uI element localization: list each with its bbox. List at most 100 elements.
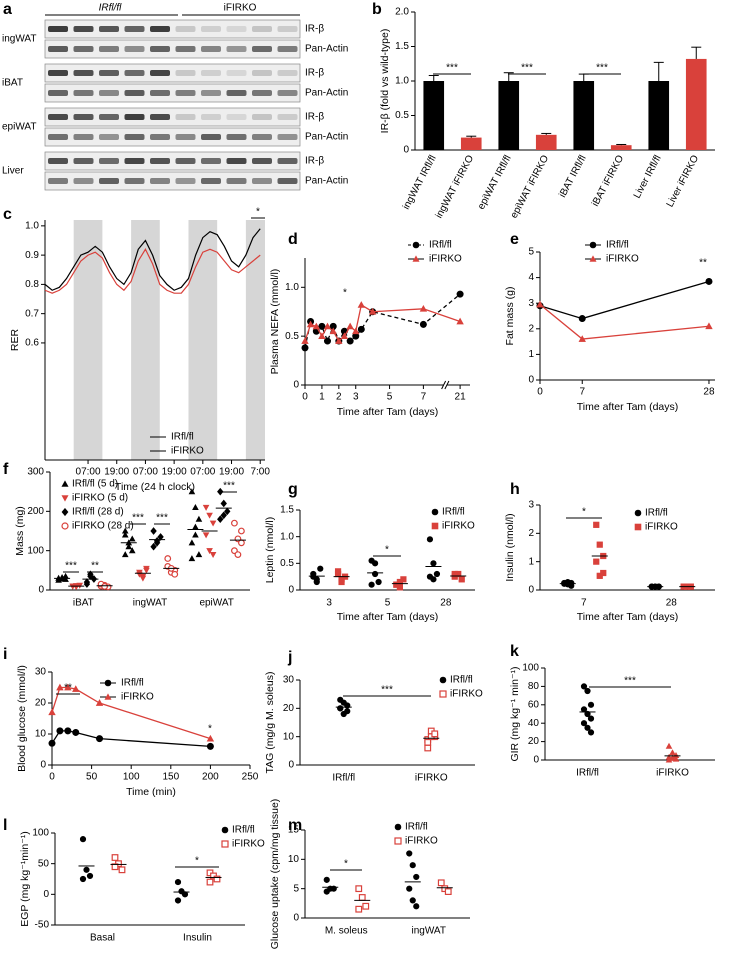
- marker: [157, 533, 164, 541]
- blot-band: [252, 178, 272, 184]
- blot-band: [175, 90, 196, 96]
- marker: [437, 879, 445, 887]
- x-tick-label: iBAT: [73, 598, 94, 609]
- marker: [589, 255, 597, 262]
- x-tick-label: ingWAT iFIRKO: [434, 153, 477, 220]
- bar: [610, 145, 632, 150]
- x-tick-label: iBAT iFIRKO: [590, 153, 626, 208]
- marker: [346, 337, 354, 345]
- marker: [104, 679, 112, 687]
- blot-strip: [44, 127, 301, 147]
- marker: [206, 742, 214, 750]
- band-label: IR-β: [305, 24, 324, 35]
- blot-band: [73, 114, 94, 120]
- y-axis-label: Fat mass (g): [504, 287, 516, 346]
- x-tick-label: epiWAT iFIRKO: [509, 153, 552, 220]
- legend-label: iFIRKO: [121, 692, 154, 703]
- marker: [238, 527, 245, 535]
- band-label: IR-β: [305, 112, 324, 123]
- y-axis-label: Leptin (nmol/l): [264, 517, 276, 584]
- legend-label: iFIRKO: [645, 522, 678, 533]
- y-tick-label: 0: [293, 913, 299, 924]
- marker: [568, 582, 575, 589]
- y-axis-label: Glucose uptake (cpm/mg tissue): [269, 799, 281, 950]
- band-label: IR-β: [305, 68, 324, 79]
- legend-label: iFIRKO: [442, 521, 475, 532]
- y-tick-label: 0.5: [285, 331, 299, 342]
- marker: [433, 570, 441, 578]
- marker: [188, 488, 196, 495]
- blot-band: [252, 70, 272, 76]
- marker: [195, 515, 203, 522]
- x-tick-label: Liver iFIRKO: [665, 153, 702, 209]
- blot-band: [48, 158, 68, 164]
- blot-band: [124, 134, 145, 140]
- y-tick-label: 0.5: [395, 110, 409, 121]
- blot-band: [201, 90, 221, 96]
- blot-band: [277, 134, 298, 140]
- y-tick-label: 0.5: [280, 558, 294, 569]
- marker: [412, 255, 420, 262]
- axis-break: [444, 380, 450, 390]
- marker: [419, 304, 428, 312]
- marker: [375, 578, 382, 586]
- marker: [95, 699, 104, 706]
- y-tick-label: 30: [35, 667, 47, 678]
- x-tick-label: Liver IRfl/fl: [632, 153, 664, 200]
- blot-band: [124, 26, 145, 32]
- y-tick-label: 0.9: [25, 250, 39, 261]
- y-tick-label: 0.8: [25, 279, 39, 290]
- panel-letter: c: [3, 206, 12, 223]
- series-line: [51, 686, 211, 740]
- marker: [56, 727, 64, 735]
- blot-band: [175, 178, 196, 184]
- blot-strip: [44, 151, 301, 171]
- bar: [685, 58, 707, 150]
- marker: [593, 558, 600, 565]
- marker: [128, 535, 136, 542]
- marker: [355, 885, 363, 893]
- marker: [69, 583, 77, 590]
- blot-band: [252, 26, 272, 32]
- y-tick-label: 1: [528, 556, 534, 567]
- marker: [209, 520, 217, 527]
- panel-letter: g: [288, 481, 298, 498]
- bar: [648, 81, 670, 150]
- blot-band: [150, 134, 170, 140]
- x-tick-label: 7: [581, 598, 587, 609]
- bar: [535, 134, 557, 150]
- y-tick-label: 0: [38, 585, 44, 596]
- band-label: Pan-Actin: [305, 132, 348, 143]
- legend-label: IRfl/fl: [232, 825, 255, 836]
- y-tick-label: 10: [288, 854, 300, 865]
- blot-band: [277, 26, 298, 32]
- significance: ***: [381, 685, 393, 696]
- blot-band: [252, 114, 272, 120]
- x-tick-label: 0: [537, 387, 543, 398]
- legend-label: iFIRKO (28 d): [72, 521, 134, 532]
- marker: [665, 742, 673, 749]
- marker: [419, 320, 427, 328]
- marker: [312, 322, 321, 330]
- x-axis-label: Time after Tam (days): [577, 401, 679, 413]
- x-tick-label: 07:00: [76, 467, 101, 478]
- marker: [318, 332, 326, 340]
- marker: [596, 541, 603, 548]
- legend-label: iFIRKO: [405, 836, 438, 847]
- blot-band: [226, 134, 247, 140]
- x-tick-label: 28: [440, 598, 452, 609]
- marker: [188, 555, 196, 562]
- marker: [413, 873, 420, 881]
- panel-letter: e: [510, 231, 519, 248]
- y-tick-label: 20: [35, 698, 47, 709]
- marker: [634, 523, 642, 531]
- bar: [573, 81, 595, 150]
- marker: [335, 337, 343, 344]
- tissue-label: iBAT: [2, 78, 23, 89]
- x-tick-label: 3: [353, 392, 359, 403]
- marker: [580, 720, 588, 727]
- marker: [456, 290, 464, 298]
- y-tick-label: 2: [528, 323, 534, 334]
- blot-band: [73, 158, 94, 164]
